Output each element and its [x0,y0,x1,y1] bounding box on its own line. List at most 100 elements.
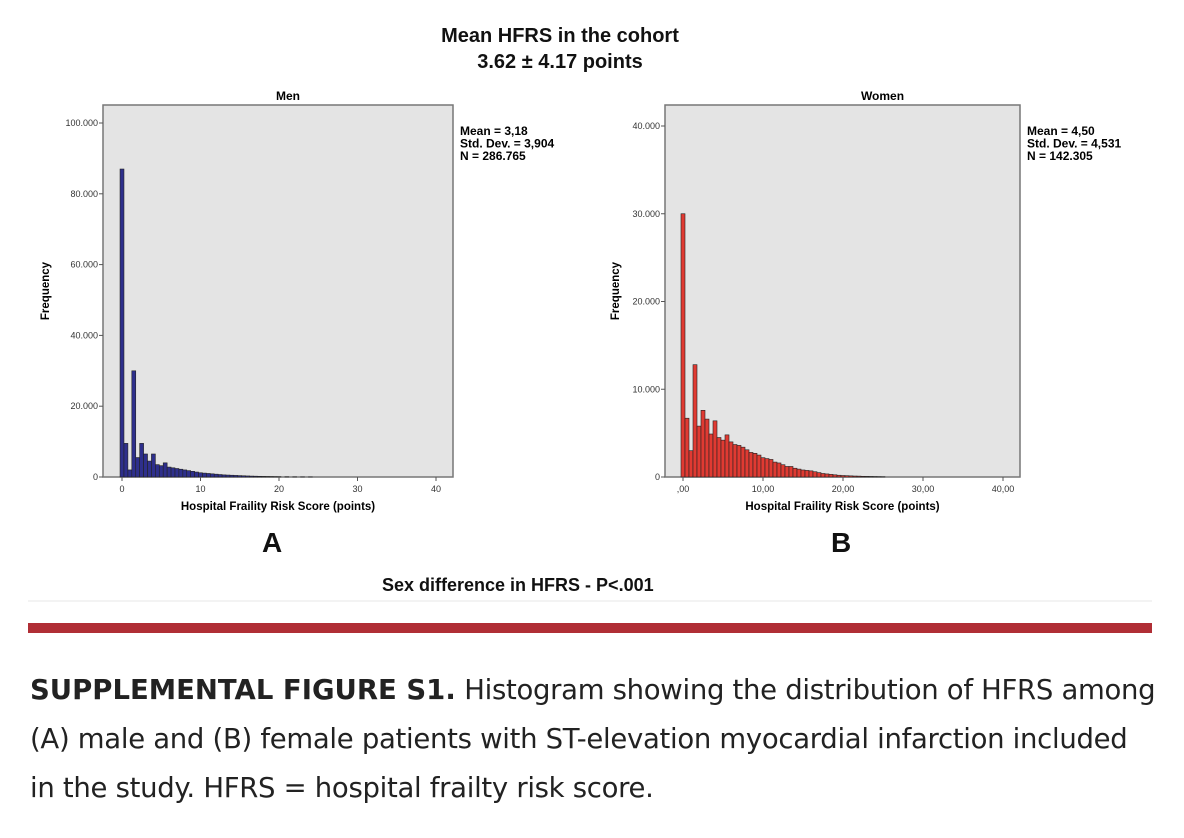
histogram-bar [225,474,231,478]
stats-line: Mean = 4,50 [1027,124,1095,138]
histogram-bar [680,213,686,478]
x-tick-label: 20,00 [832,484,855,494]
y-tick-label: 10.000 [632,384,660,394]
histogram-bar [828,474,834,478]
histogram-bar [744,449,750,478]
histogram-bar [147,460,152,478]
histogram-bar [186,470,191,478]
histogram-bar [844,475,850,478]
histogram-bar [724,434,730,478]
y-tick-label: 80.000 [70,189,98,199]
histogram-bar [692,364,698,478]
stats-line: N = 142.305 [1027,149,1093,163]
divider [28,600,1152,602]
panel-label-a: A [262,527,283,558]
histogram-bar [221,474,227,478]
plot-area [102,104,454,478]
panel-label-b: B [831,527,852,558]
y-tick-label: 20.000 [632,297,660,307]
histogram-bar [752,453,758,478]
histogram-bar [848,475,854,478]
caption-text: Histogram showing the distribution of HF… [30,674,1156,804]
histogram-bar [784,466,790,478]
histogram-bar [824,473,830,478]
histogram-bar [704,418,710,478]
histogram-bar [764,458,770,478]
histogram-bar [178,468,184,478]
stats-line: N = 286.765 [460,149,526,163]
histogram-bar [131,370,137,478]
x-tick-label: 40,00 [992,484,1015,494]
stats-line: Mean = 3,18 [460,124,528,138]
histogram-bar [760,457,766,478]
histogram-bar [768,459,774,478]
histogram-bar [213,473,219,478]
histogram-bar [796,468,802,478]
histogram-bar [840,475,846,478]
histogram-bar [800,469,806,478]
y-tick-label: 0 [655,472,660,482]
histogram-bar [155,464,160,478]
sex-difference-note: Sex difference in HFRS - P<.001 [382,575,654,595]
histogram-bar [264,476,270,478]
histogram-bar [864,476,870,478]
histogram-bar [740,446,746,478]
x-tick-label: 30 [352,484,362,494]
histogram-bar [860,475,866,478]
histogram-women: Women 0 10.000 20.000 30.000 40.000 ,00 10,00 20… [610,89,1121,513]
histogram-bar [170,467,176,478]
y-axis-label: Frequency [40,261,52,320]
figure-title: Mean HFRS in the cohort [441,25,679,47]
histogram-bar [708,433,714,478]
histogram-bar [198,472,203,478]
y-axis-label: Frequency [610,261,622,320]
stats-line: Std. Dev. = 3,904 [460,137,554,151]
x-tick-label: 20 [274,484,284,494]
y-tick-label: 20.000 [70,401,98,411]
y-tick-label: 40.000 [70,330,98,340]
histogram-bar [162,462,168,478]
plot-area [664,104,1021,478]
x-tick-label: 10,00 [752,484,775,494]
histogram-bar [158,465,164,478]
histogram-bar [776,462,782,478]
histogram-bar [852,475,858,478]
y-tick-label: 60.000 [70,260,98,270]
histogram-bar [836,474,842,478]
histogram-bar [229,474,235,478]
y-tick-label: 40.000 [632,121,660,131]
histogram-bar [684,417,690,478]
histogram-bar [720,439,726,478]
accent-rule [28,623,1152,633]
histogram-bar [241,475,246,478]
histogram-bar [174,468,180,478]
histogram-bar [166,466,172,478]
figure-subtitle: 3.62 ± 4.17 points [477,51,643,73]
histogram-bar [728,441,734,478]
histogram-bar [756,454,762,478]
histogram-bar [712,420,718,478]
x-tick-label: 30,00 [912,484,935,494]
y-tick-label: 0 [93,472,98,482]
histogram-bar [736,445,742,478]
chart-title: Men [276,89,300,103]
histogram-bar [820,473,826,478]
histogram-bar [792,467,798,478]
histogram-bar [233,475,239,478]
histogram-bar [182,469,188,478]
histogram-bar [194,471,199,478]
chart-title: Women [861,89,904,103]
histogram-bar [202,472,207,478]
histogram-bar [696,425,702,478]
caption-label: SUPPLEMENTAL FIGURE S1. [30,674,456,706]
histogram-bar [217,474,223,478]
x-tick-label: 40 [431,484,441,494]
histogram-bar [812,471,818,478]
histogram-bar [780,464,786,478]
x-axis-label: Hospital Fraility Risk Score (points) [745,501,939,513]
x-axis-label: Hospital Fraility Risk Score (points) [181,501,375,513]
histogram-bar [237,475,243,478]
histogram-bar [808,470,814,478]
y-tick-label: 100.000 [65,118,98,128]
histogram-bar [772,461,778,478]
